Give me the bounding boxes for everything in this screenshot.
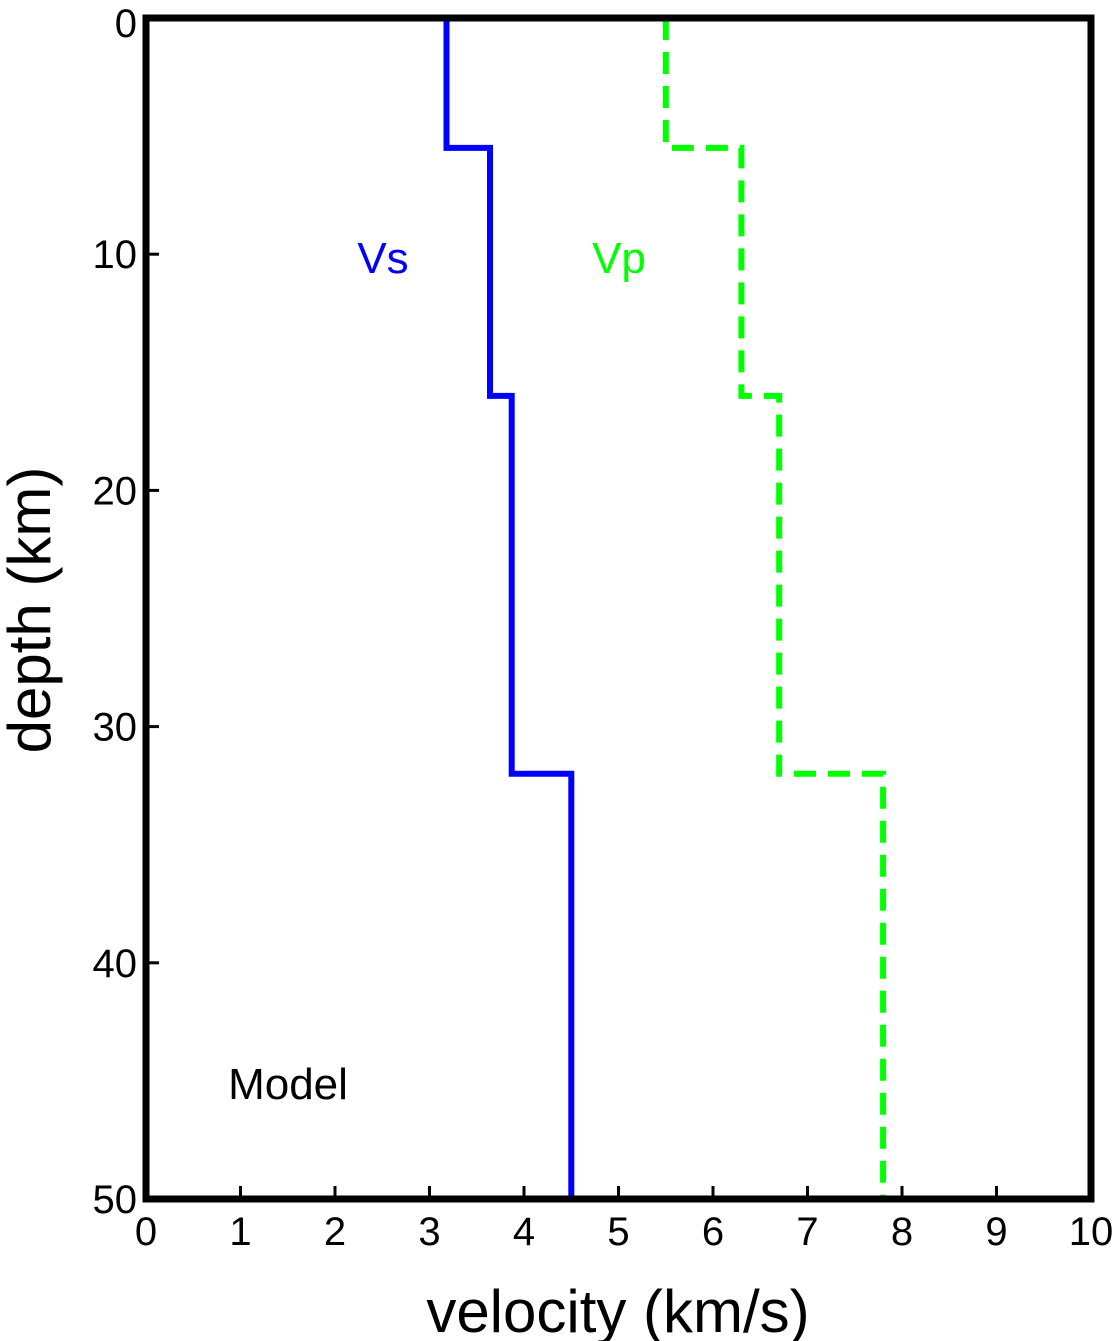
- x-tick-label: 5: [607, 1210, 629, 1254]
- series-label-vs: Vs: [357, 234, 408, 283]
- labels-layer: 0 1 2 3 4 5 6 7 8 9 10 0 10 20 30 40 50: [93, 2, 1114, 1254]
- series-line-vs: [443, 18, 575, 1199]
- y-tick-label: 30: [93, 706, 138, 750]
- series-layer: [443, 18, 887, 1199]
- x-tick-label: 7: [796, 1210, 818, 1254]
- x-tick-label: 3: [418, 1210, 440, 1254]
- x-tick-label: 2: [324, 1210, 346, 1254]
- ticks-layer: [144, 16, 1093, 1201]
- series-line-vp: [662, 18, 887, 1199]
- y-tick-label: 20: [93, 469, 138, 513]
- x-tick-label: 9: [985, 1210, 1007, 1254]
- series-label-vp: Vp: [592, 234, 646, 283]
- x-axis-label: velocity (km/s): [426, 1278, 809, 1341]
- x-tick-label: 10: [1069, 1210, 1114, 1254]
- x-tick-label: 1: [229, 1210, 251, 1254]
- x-tick-label: 0: [135, 1210, 157, 1254]
- y-tick-label: 40: [93, 942, 138, 986]
- y-tick-label: 0: [115, 2, 137, 46]
- y-tick-label: 10: [93, 233, 138, 277]
- x-tick-label: 6: [702, 1210, 724, 1254]
- y-tick-label: 50: [93, 1178, 138, 1222]
- model-annotation: Model: [228, 1060, 348, 1109]
- y-axis-label: depth (km): [0, 467, 63, 754]
- plot-frame: [142, 14, 1095, 1203]
- x-tick-label: 8: [891, 1210, 913, 1254]
- x-tick-label: 4: [513, 1210, 535, 1254]
